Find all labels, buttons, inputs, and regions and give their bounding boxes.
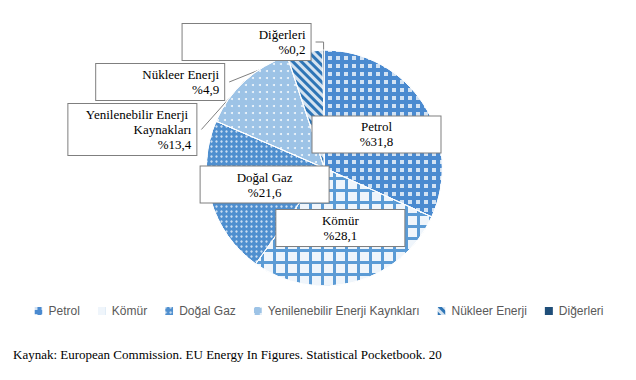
svg-text:Petrol: Petrol bbox=[48, 304, 79, 318]
svg-text:Kaynak: European Commission. E: Kaynak: European Commission. EU Energy I… bbox=[13, 347, 442, 362]
svg-text:%31,8: %31,8 bbox=[360, 134, 394, 149]
svg-text:Yenilenebilir Enerji Kaynkları: Yenilenebilir Enerji Kaynkları bbox=[268, 304, 420, 318]
svg-text:Kömür: Kömür bbox=[112, 304, 147, 318]
svg-text:%21,6: %21,6 bbox=[248, 185, 282, 200]
svg-text:%4,9: %4,9 bbox=[192, 82, 219, 97]
svg-text:Petrol: Petrol bbox=[361, 119, 392, 134]
svg-text:Nükleer Enerji: Nükleer Enerji bbox=[451, 304, 526, 318]
svg-text:%13,4: %13,4 bbox=[158, 137, 192, 152]
svg-text:Kömür: Kömür bbox=[322, 213, 360, 228]
svg-text:Yenilenebilir Enerji: Yenilenebilir Enerji bbox=[86, 107, 192, 122]
svg-text:Diğerleri: Diğerleri bbox=[259, 27, 306, 42]
svg-text:Kaynakları: Kaynakları bbox=[134, 122, 192, 137]
svg-text:Diğerleri: Diğerleri bbox=[559, 304, 604, 318]
svg-text:%28,1: %28,1 bbox=[324, 228, 358, 243]
svg-text:Nükleer Enerji: Nükleer Enerji bbox=[142, 67, 219, 82]
svg-text:%0,2: %0,2 bbox=[278, 42, 305, 57]
svg-text:Doğal Gaz: Doğal Gaz bbox=[237, 170, 293, 185]
svg-text:Doğal Gaz: Doğal Gaz bbox=[179, 304, 236, 318]
